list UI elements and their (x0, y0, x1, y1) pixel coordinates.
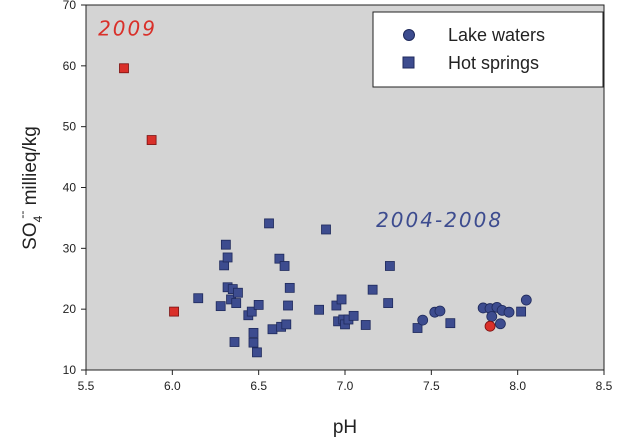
y-tick-label: 20 (63, 302, 77, 316)
x-tick-label: 5.5 (78, 379, 95, 393)
legend-hot-springs-label: Hot springs (448, 53, 539, 73)
hot-springs-point (248, 327, 259, 338)
x-tick-label: 7.0 (337, 379, 354, 393)
y-tick-label: 40 (63, 181, 77, 195)
hot-springs-point-2009 (169, 306, 179, 317)
lake-waters-point (417, 314, 429, 326)
y-tick-label: 10 (63, 363, 77, 377)
x-tick-label: 7.5 (423, 379, 440, 393)
x-tick-label: 6.0 (164, 379, 181, 393)
hot-springs-point-2009 (146, 135, 157, 145)
hot-springs-point (516, 306, 527, 317)
hot-springs-point (222, 252, 233, 263)
hot-springs-point (267, 324, 278, 335)
y-tick-label: 50 (63, 120, 77, 134)
hot-springs-point (193, 293, 204, 304)
hot-springs-point (248, 337, 259, 348)
lake-waters-point (494, 318, 506, 330)
y-tick-label: 60 (63, 59, 77, 73)
hot-springs-point (445, 318, 456, 329)
x-axis-title: pH (333, 417, 357, 438)
hot-springs-point (348, 310, 359, 321)
hot-springs-point (331, 300, 342, 311)
hot-springs-point (231, 298, 242, 308)
hot-springs-point (264, 218, 274, 229)
hot-springs-point (279, 261, 290, 271)
legend-box (372, 11, 604, 88)
x-tick-label: 8.0 (509, 379, 526, 393)
hot-springs-point (246, 306, 257, 317)
lake-waters-point (434, 305, 446, 317)
x-tick-label: 8.5 (596, 379, 613, 393)
y-axis-title-rest: millieq/kg (20, 126, 41, 210)
annotation-label: 2009 (98, 16, 157, 40)
lake-waters-point-2009 (484, 320, 496, 332)
legend-lake-waters-marker (403, 29, 415, 41)
legend-hot-springs-marker (402, 56, 415, 69)
x-tick-label: 6.5 (250, 379, 267, 393)
hot-springs-point (321, 224, 331, 235)
hot-springs-point (220, 239, 231, 250)
lake-waters-point (486, 311, 498, 322)
hot-springs-point (336, 294, 347, 305)
hot-springs-point (283, 300, 293, 311)
hot-springs-point (229, 337, 240, 347)
hot-springs-point (367, 284, 378, 295)
hot-springs-point (233, 287, 243, 298)
annotation-label: 2004-2008 (376, 208, 503, 232)
hot-springs-point (274, 253, 285, 264)
y-tick-label: 70 (63, 0, 77, 12)
hot-springs-point (253, 300, 264, 310)
hot-springs-point (284, 282, 295, 293)
legend-lake-waters-label: Lake waters (448, 25, 545, 45)
y-tick-label: 30 (63, 241, 77, 255)
lake-waters-point (503, 306, 515, 318)
hot-springs-point (384, 261, 395, 271)
hot-springs-point (412, 323, 423, 333)
hot-springs-point-2009 (119, 63, 129, 74)
y-axis-title: SO4-- millieq/kg (15, 126, 45, 250)
lake-waters-point (520, 294, 532, 306)
y-axis-title-sup: -- (15, 211, 29, 219)
hot-springs-point (314, 304, 325, 315)
y-axis-title-base: SO (20, 222, 41, 249)
hot-springs-point (383, 298, 394, 308)
legend: Lake waters Hot springs (372, 11, 604, 88)
hot-springs-point (360, 320, 371, 330)
hot-springs-point (215, 301, 226, 312)
hot-springs-point (252, 347, 262, 358)
y-axis-title-sub: 4 (31, 215, 45, 222)
hot-springs-point (281, 319, 292, 330)
